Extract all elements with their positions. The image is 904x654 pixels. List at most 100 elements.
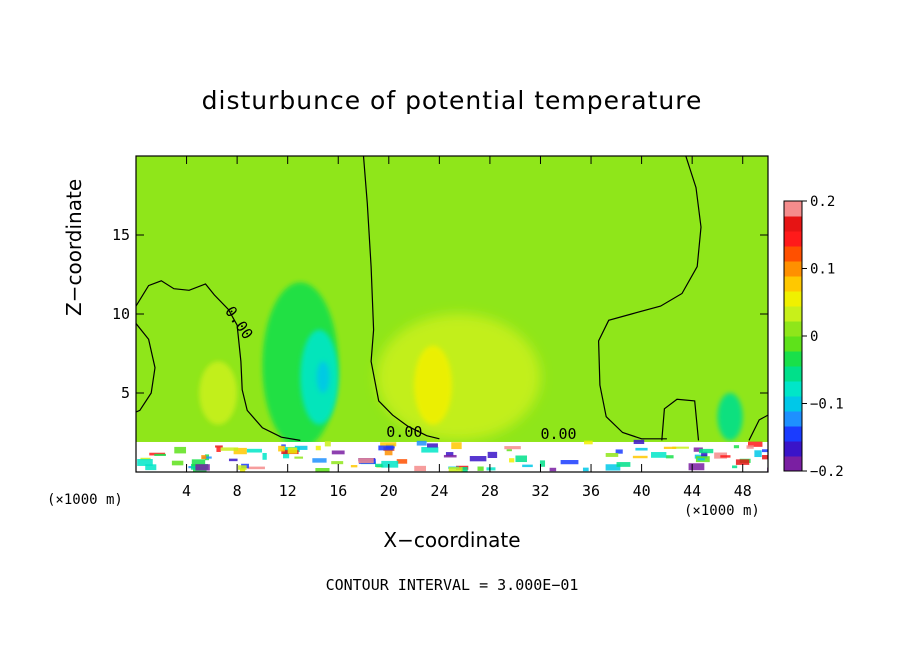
surface-cell-10 xyxy=(615,449,623,454)
surface-cell-20 xyxy=(215,445,223,448)
surface-cell-29 xyxy=(539,460,546,467)
contour-label-1: 0.00 xyxy=(386,423,422,441)
contour-label-2: 0.00 xyxy=(540,425,576,443)
surface-cell-6 xyxy=(560,460,579,465)
surface-cell-95 xyxy=(448,467,463,472)
surface-cell-62 xyxy=(477,466,484,471)
x-tick-label-1: 8 xyxy=(233,482,242,500)
surface-cell-84 xyxy=(746,445,754,449)
surface-cell-106 xyxy=(375,463,383,467)
colorbar-label-2: 0 xyxy=(810,329,818,345)
surface-cell-91 xyxy=(195,464,210,471)
surface-cell-82 xyxy=(154,453,166,456)
surface-cell-89 xyxy=(754,450,762,458)
chart-title: disturbunce of potential temperature xyxy=(201,86,703,115)
surface-cell-48 xyxy=(216,447,221,452)
colorbar-swatch-8 xyxy=(784,336,802,352)
surface-cell-85 xyxy=(380,442,397,447)
surface-cell-69 xyxy=(331,450,345,455)
contour-zero-right xyxy=(597,156,702,440)
surface-cell-75 xyxy=(396,459,408,464)
field-region-3 xyxy=(376,314,541,441)
surface-cell-4 xyxy=(247,466,265,470)
surface-cell-32 xyxy=(469,456,487,462)
surface-cell-14 xyxy=(605,464,621,471)
colorbar-swatch-12 xyxy=(784,276,802,292)
field-region-4 xyxy=(414,345,452,425)
x-unit-right: (×1000 m) xyxy=(684,503,760,519)
surface-cell-102 xyxy=(616,462,631,467)
surface-cell-47 xyxy=(202,456,212,459)
x-tick-label-2: 12 xyxy=(279,482,297,500)
colorbar-swatch-13 xyxy=(784,261,802,277)
surface-cell-67 xyxy=(688,463,705,471)
surface-cell-45 xyxy=(294,456,304,459)
surface-cell-40 xyxy=(262,452,267,460)
colorbar: 0.2 0.1 0 −0.1 −0.2 xyxy=(783,194,844,480)
surface-cell-36 xyxy=(414,465,427,472)
x-tick-label-6: 28 xyxy=(481,482,499,500)
colorbar-swatch-2 xyxy=(784,426,802,442)
contour-interval-note: CONTOUR INTERVAL = 3.000E−01 xyxy=(325,576,579,594)
surface-cell-55 xyxy=(584,440,593,445)
surface-cell-77 xyxy=(294,445,308,450)
surface-cell-80 xyxy=(201,455,207,460)
colorbar-label-4: −0.2 xyxy=(810,464,844,480)
surface-cell-19 xyxy=(762,455,768,460)
surface-cell-28 xyxy=(421,446,439,453)
contour-zero-bump xyxy=(661,398,700,441)
field-region-6 xyxy=(717,393,743,441)
colorbar-label-0: 0.2 xyxy=(810,194,835,210)
surface-cell-16 xyxy=(486,467,496,471)
surface-cell-72 xyxy=(171,460,184,466)
x-tick-label-11: 48 xyxy=(734,482,752,500)
colorbar-swatch-14 xyxy=(784,246,802,262)
surface-cell-92 xyxy=(549,467,557,472)
colorbar-swatch-5 xyxy=(784,381,802,397)
surface-cell-83 xyxy=(632,455,648,459)
heatmap-field xyxy=(136,156,768,472)
surface-cell-94 xyxy=(522,464,533,468)
y-axis-label: Z−coordinate xyxy=(62,178,86,316)
field-region-5 xyxy=(199,361,238,425)
x-axis-label: X−coordinate xyxy=(383,528,521,552)
surface-cell-39 xyxy=(761,449,768,453)
colorbar-swatch-3 xyxy=(784,411,802,427)
surface-cell-13 xyxy=(665,455,674,459)
colorbar-swatch-10 xyxy=(784,306,802,322)
contour-zero-edge xyxy=(136,323,156,413)
colorbar-label-1: 0.1 xyxy=(810,262,835,278)
surface-cell-7 xyxy=(282,452,290,459)
surface-cell-104 xyxy=(663,446,677,449)
x-tick-label-9: 40 xyxy=(633,482,651,500)
x-tick-label-10: 44 xyxy=(683,482,701,500)
surface-cell-87 xyxy=(509,458,515,463)
surface-cell-64 xyxy=(506,449,512,452)
colorbar-swatch-6 xyxy=(784,366,802,382)
y-tick-label-2: 15 xyxy=(112,226,130,244)
surface-cell-108 xyxy=(350,465,358,468)
x-tick-label-4: 20 xyxy=(380,482,398,500)
colorbar-swatch-17 xyxy=(784,201,802,217)
contour-zero-mid xyxy=(362,156,440,440)
surface-cell-41 xyxy=(461,466,468,472)
surface-cell-86 xyxy=(378,445,394,451)
colorbar-swatch-15 xyxy=(784,231,802,247)
surface-cell-101 xyxy=(137,459,153,466)
surface-cell-56 xyxy=(487,451,498,459)
surface-cell-70 xyxy=(324,441,331,447)
surface-cell-105 xyxy=(633,439,645,445)
surface-cell-52 xyxy=(220,447,239,451)
surface-cell-15 xyxy=(748,441,763,447)
surface-cell-63 xyxy=(331,461,344,465)
surface-cell-81 xyxy=(315,467,330,472)
x-tick-label-8: 36 xyxy=(582,482,600,500)
surface-cell-66 xyxy=(191,459,206,467)
colorbar-label-3: −0.1 xyxy=(810,397,844,413)
surface-cell-38 xyxy=(693,447,703,452)
contour-lines: 0.000.00 0.00 xyxy=(136,156,768,443)
surface-cell-0 xyxy=(445,452,454,457)
surface-cell-68 xyxy=(672,446,689,449)
surface-cell-18 xyxy=(140,457,151,461)
